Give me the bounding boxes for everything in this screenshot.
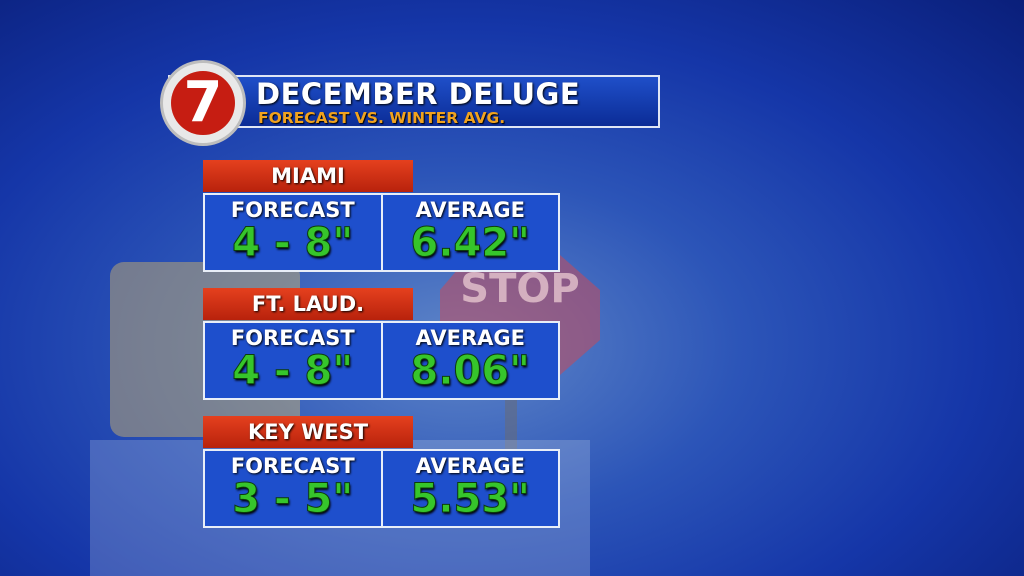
forecast-cell: FORECAST 3 - 5" bbox=[205, 451, 381, 526]
logo: 7 bbox=[160, 60, 246, 146]
city-table: FORECAST 4 - 8" AVERAGE 6.42" bbox=[203, 193, 560, 272]
city-table: FORECAST 4 - 8" AVERAGE 8.06" bbox=[203, 321, 560, 400]
city-name: MIAMI bbox=[203, 160, 413, 192]
forecast-label: FORECAST bbox=[230, 454, 355, 478]
forecast-label: FORECAST bbox=[230, 198, 355, 222]
forecast-cell: FORECAST 4 - 8" bbox=[205, 195, 381, 270]
subtitle: FORECAST VS. WINTER AVG. bbox=[258, 109, 506, 127]
sign-text: STOP bbox=[460, 266, 579, 312]
forecast-value: 4 - 8" bbox=[232, 220, 354, 266]
forecast-label: FORECAST bbox=[230, 326, 355, 350]
average-cell: AVERAGE 5.53" bbox=[380, 451, 559, 526]
city-table: FORECAST 3 - 5" AVERAGE 5.53" bbox=[203, 449, 560, 528]
average-label: AVERAGE bbox=[415, 198, 525, 222]
average-cell: AVERAGE 6.42" bbox=[380, 195, 559, 270]
title: DECEMBER DELUGE bbox=[256, 77, 581, 111]
city-name: KEY WEST bbox=[203, 416, 413, 448]
average-value: 6.42" bbox=[410, 220, 531, 266]
average-label: AVERAGE bbox=[415, 326, 525, 350]
average-label: AVERAGE bbox=[415, 454, 525, 478]
forecast-cell: FORECAST 4 - 8" bbox=[205, 323, 381, 398]
forecast-value: 3 - 5" bbox=[232, 476, 354, 522]
title-box: DECEMBER DELUGE FORECAST VS. WINTER AVG. bbox=[168, 75, 660, 128]
logo-text: 7 bbox=[171, 71, 235, 135]
average-value: 5.53" bbox=[410, 476, 531, 522]
city-name: FT. LAUD. bbox=[203, 288, 413, 320]
average-value: 8.06" bbox=[410, 348, 531, 394]
forecast-value: 4 - 8" bbox=[232, 348, 354, 394]
average-cell: AVERAGE 8.06" bbox=[380, 323, 559, 398]
